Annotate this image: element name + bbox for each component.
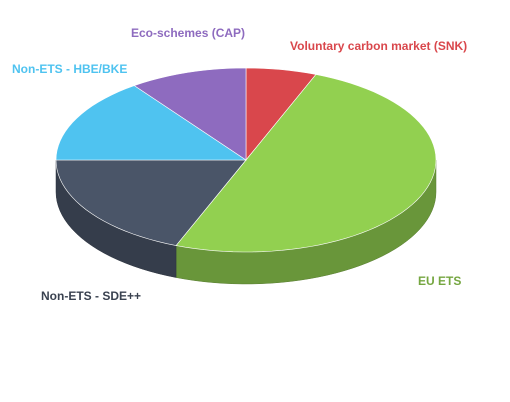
slice	[175, 74, 437, 253]
slice-label: Non-ETS - SDE++	[41, 289, 141, 303]
slice-label: Voluntary carbon market (SNK)	[290, 39, 467, 53]
slice	[133, 67, 247, 161]
slice	[55, 159, 247, 246]
slice	[55, 85, 247, 161]
slice-label: EU ETS	[418, 274, 461, 288]
slice-label: Eco-schemes (CAP)	[131, 26, 245, 40]
slice-label: Non-ETS - HBE/BKE	[12, 62, 127, 76]
slice	[245, 67, 317, 161]
